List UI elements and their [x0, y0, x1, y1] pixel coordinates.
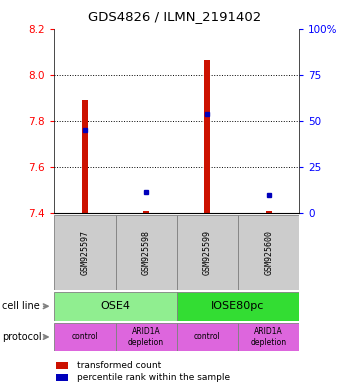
Bar — [116, 323, 177, 351]
Bar — [54, 323, 116, 351]
Text: protocol: protocol — [2, 332, 41, 342]
Bar — [54, 215, 116, 290]
Text: control: control — [71, 333, 98, 341]
Bar — [204, 60, 210, 213]
Text: ARID1A
depletion: ARID1A depletion — [128, 327, 164, 347]
Bar — [238, 215, 299, 290]
Text: OSE4: OSE4 — [100, 301, 131, 311]
Bar — [266, 211, 272, 213]
Text: percentile rank within the sample: percentile rank within the sample — [77, 372, 230, 382]
Text: IOSE80pc: IOSE80pc — [211, 301, 265, 311]
Bar — [116, 215, 177, 290]
Bar — [177, 292, 299, 321]
Text: cell line: cell line — [2, 301, 40, 311]
Text: GSM925600: GSM925600 — [264, 230, 273, 275]
Text: GSM925599: GSM925599 — [203, 230, 212, 275]
Bar — [143, 211, 149, 213]
Text: GSM925598: GSM925598 — [142, 230, 150, 275]
Text: transformed count: transformed count — [77, 361, 161, 370]
Bar — [177, 323, 238, 351]
Text: control: control — [194, 333, 221, 341]
Bar — [82, 100, 88, 213]
Text: GDS4826 / ILMN_2191402: GDS4826 / ILMN_2191402 — [88, 10, 262, 23]
Text: ARID1A
depletion: ARID1A depletion — [251, 327, 287, 347]
Text: GSM925597: GSM925597 — [80, 230, 89, 275]
Bar — [54, 292, 177, 321]
Bar — [238, 323, 299, 351]
Bar — [177, 215, 238, 290]
